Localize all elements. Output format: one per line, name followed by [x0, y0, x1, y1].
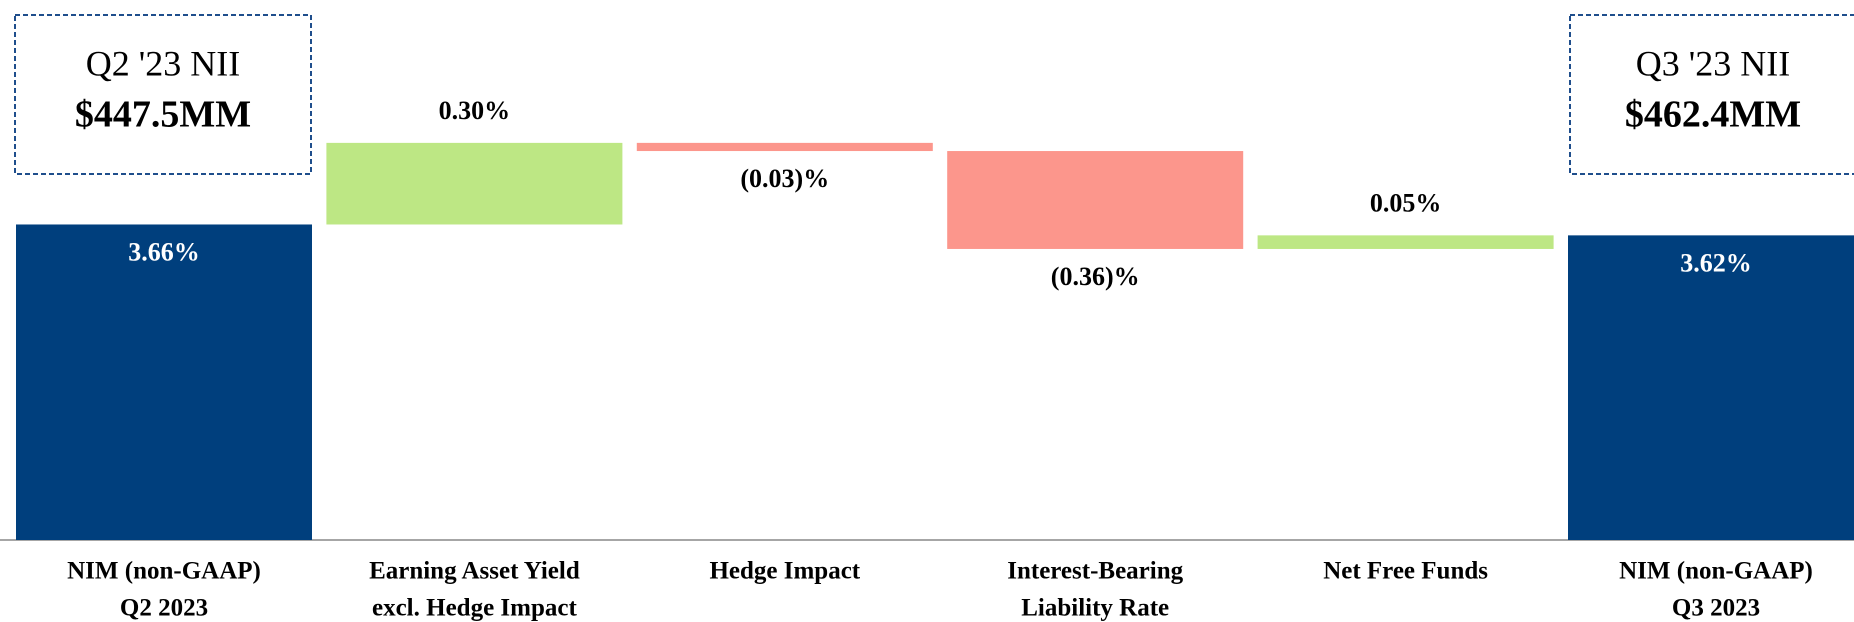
annotation-value: $462.4MM: [1625, 94, 1801, 136]
bar: [947, 151, 1244, 249]
x-tick-label: Hedge Impact: [709, 558, 860, 585]
annotation-box: [14, 14, 312, 175]
x-tick-label: Q2 2023: [120, 595, 208, 622]
bar: [326, 142, 623, 225]
value-label: (0.36)%: [1051, 262, 1140, 291]
bar: [636, 142, 933, 152]
annotation-box: [1569, 14, 1854, 175]
value-label: 3.66%: [128, 237, 200, 266]
x-tick-label: Interest-Bearing: [1007, 558, 1183, 585]
x-tick-label: excl. Hedge Impact: [372, 595, 577, 622]
x-tick-label: Liability Rate: [1021, 595, 1169, 622]
value-label: (0.03)%: [740, 164, 829, 193]
value-label: 3.62%: [1680, 248, 1752, 277]
bar: [1257, 235, 1554, 249]
x-tick-label: NIM (non-GAAP): [67, 558, 261, 585]
annotation-title: Q3 '23 NII: [1636, 43, 1790, 83]
x-tick-label: Earning Asset Yield: [369, 558, 580, 585]
x-tick-label: Net Free Funds: [1323, 558, 1488, 585]
value-label: 0.30%: [439, 96, 511, 125]
value-label: 0.05%: [1370, 188, 1442, 217]
x-tick-label: NIM (non-GAAP): [1619, 558, 1813, 585]
x-tick-label: Q3 2023: [1672, 595, 1760, 622]
annotation-value: $447.5MM: [75, 94, 251, 136]
annotation-title: Q2 '23 NII: [86, 43, 240, 83]
bar: [1568, 235, 1854, 541]
bar: [16, 224, 312, 541]
